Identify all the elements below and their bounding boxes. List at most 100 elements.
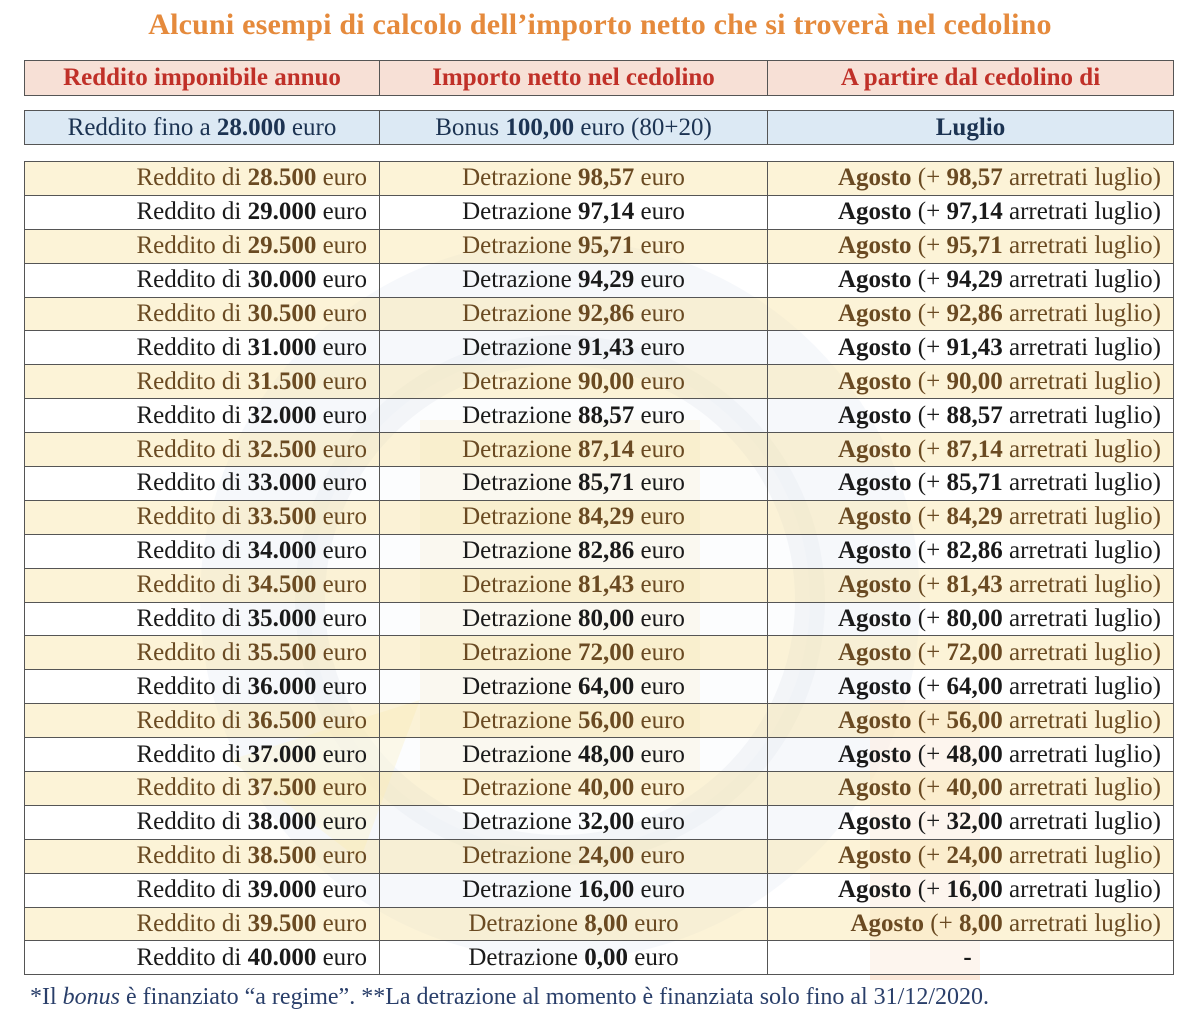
- table-row: Reddito di 33.000 euro Detrazione 85,71 e…: [24, 466, 1174, 501]
- income-cell: Reddito di 38.000 euro: [24, 804, 380, 840]
- payslip-month-cell: Agosto (+ 81,43 arretrati luglio): [767, 567, 1174, 603]
- bonus-month-cell: Luglio: [767, 110, 1174, 145]
- deduction-cell: Detrazione 32,00 euro: [379, 804, 768, 840]
- deduction-cell: Detrazione 64,00 euro: [379, 669, 768, 705]
- deduction-cell: Detrazione 56,00 euro: [379, 703, 768, 739]
- table-row: Reddito di 37.500 euro Detrazione 40,00 e…: [24, 771, 1174, 806]
- payslip-month-cell: Agosto (+ 32,00 arretrati luglio): [767, 804, 1174, 840]
- deduction-cell: Detrazione 24,00 euro: [379, 838, 768, 874]
- payslip-month-cell: Agosto (+ 56,00 arretrati luglio): [767, 703, 1174, 739]
- income-cell: Reddito di 30.000 euro: [24, 262, 380, 298]
- deduction-table: Reddito di 28.500 euro Detrazione 98,57 e…: [24, 161, 1174, 976]
- bonus-income-cell: Reddito fino a 28.000 euro: [24, 110, 380, 145]
- header-table: Reddito imponibile annuo Importo netto n…: [24, 60, 1174, 96]
- bonus-amount-cell: Bonus 100,00 euro (80+20): [379, 110, 768, 145]
- income-cell: Reddito di 38.500 euro: [24, 838, 380, 874]
- deduction-cell: Detrazione 40,00 euro: [379, 771, 768, 806]
- income-cell: Reddito di 32.000 euro: [24, 398, 380, 434]
- table-row: Reddito di 29.500 euro Detrazione 95,71 e…: [24, 228, 1174, 264]
- deduction-cell: Detrazione 85,71 euro: [379, 466, 768, 501]
- income-cell: Reddito di 37.500 euro: [24, 771, 380, 806]
- payslip-month-cell: Agosto (+ 92,86 arretrati luglio): [767, 296, 1174, 332]
- header-income: Reddito imponibile annuo: [24, 60, 380, 96]
- income-cell: Reddito di 29.500 euro: [24, 228, 380, 264]
- table-row: Reddito di 38.500 euro Detrazione 24,00 e…: [24, 838, 1174, 874]
- table-row: Reddito di 31.000 euro Detrazione 91,43 e…: [24, 330, 1174, 366]
- income-cell: Reddito di 31.500 euro: [24, 364, 380, 400]
- payslip-month-cell: -: [767, 940, 1174, 976]
- payslip-month-cell: Agosto (+ 8,00 arretrati luglio): [767, 906, 1174, 942]
- table-row: Reddito di 39.500 euro Detrazione 8,00 eu…: [24, 906, 1174, 942]
- payslip-month-cell: Agosto (+ 87,14 arretrati luglio): [767, 432, 1174, 468]
- page-title: Alcuni esempi di calcolo dell’importo ne…: [148, 8, 1052, 41]
- table-row: Reddito di 29.000 euro Detrazione 97,14 e…: [24, 194, 1174, 230]
- deduction-cell: Detrazione 95,71 euro: [379, 228, 768, 264]
- payslip-month-cell: Agosto (+ 98,57 arretrati luglio): [767, 161, 1174, 196]
- income-cell: Reddito di 35.500 euro: [24, 635, 380, 671]
- deduction-cell: Detrazione 84,29 euro: [379, 499, 768, 535]
- deduction-cell: Detrazione 97,14 euro: [379, 194, 768, 230]
- bonus-table: Reddito fino a 28.000 euro Bonus 100,00 …: [24, 110, 1174, 145]
- deduction-cell: Detrazione 8,00 euro: [379, 906, 768, 942]
- footnote: *Il bonus è finanziato “a regime”. **La …: [30, 984, 990, 1010]
- deduction-cell: Detrazione 16,00 euro: [379, 872, 768, 908]
- income-cell: Reddito di 33.000 euro: [24, 466, 380, 501]
- deduction-cell: Detrazione 82,86 euro: [379, 533, 768, 569]
- payslip-month-cell: Agosto (+ 80,00 arretrati luglio): [767, 601, 1174, 637]
- payslip-month-cell: Agosto (+ 85,71 arretrati luglio): [767, 466, 1174, 501]
- table-row: Reddito di 38.000 euro Detrazione 32,00 e…: [24, 804, 1174, 840]
- header-starting-payslip: A partire dal cedolino di: [767, 60, 1174, 96]
- bonus-row: Reddito fino a 28.000 euro Bonus 100,00 …: [24, 110, 1174, 145]
- payslip-month-cell: Agosto (+ 16,00 arretrati luglio): [767, 872, 1174, 908]
- deduction-cell: Detrazione 0,00 euro: [379, 940, 768, 976]
- table-row: Reddito di 32.500 euro Detrazione 87,14 e…: [24, 432, 1174, 468]
- payslip-month-cell: Agosto (+ 40,00 arretrati luglio): [767, 771, 1174, 806]
- payslip-month-cell: Agosto (+ 90,00 arretrati luglio): [767, 364, 1174, 400]
- table-row: Reddito di 37.000 euro Detrazione 48,00 e…: [24, 737, 1174, 773]
- table-row: Reddito di 28.500 euro Detrazione 98,57 e…: [24, 161, 1174, 196]
- deduction-cell: Detrazione 80,00 euro: [379, 601, 768, 637]
- income-cell: Reddito di 32.500 euro: [24, 432, 380, 468]
- table-row: Reddito di 34.000 euro Detrazione 82,86 e…: [24, 533, 1174, 569]
- payslip-month-cell: Agosto (+ 82,86 arretrati luglio): [767, 533, 1174, 569]
- payslip-month-cell: Agosto (+ 88,57 arretrati luglio): [767, 398, 1174, 434]
- payslip-month-cell: Agosto (+ 48,00 arretrati luglio): [767, 737, 1174, 773]
- deduction-table-body: Reddito di 28.500 euro Detrazione 98,57 e…: [24, 161, 1174, 976]
- payslip-month-cell: Agosto (+ 72,00 arretrati luglio): [767, 635, 1174, 671]
- deduction-cell: Detrazione 81,43 euro: [379, 567, 768, 603]
- payslip-month-cell: Agosto (+ 84,29 arretrati luglio): [767, 499, 1174, 535]
- income-cell: Reddito di 29.000 euro: [24, 194, 380, 230]
- table-row: Reddito di 32.000 euro Detrazione 88,57 e…: [24, 398, 1174, 434]
- table-row: Reddito di 36.500 euro Detrazione 56,00 e…: [24, 703, 1174, 739]
- deduction-cell: Detrazione 91,43 euro: [379, 330, 768, 366]
- payslip-month-cell: Agosto (+ 24,00 arretrati luglio): [767, 838, 1174, 874]
- payslip-month-cell: Agosto (+ 64,00 arretrati luglio): [767, 669, 1174, 705]
- payslip-month-cell: Agosto (+ 94,29 arretrati luglio): [767, 262, 1174, 298]
- table-row: Reddito di 33.500 euro Detrazione 84,29 e…: [24, 499, 1174, 535]
- table-row: Reddito di 30.000 euro Detrazione 94,29 e…: [24, 262, 1174, 298]
- header-net-amount: Importo netto nel cedolino: [379, 60, 768, 96]
- income-cell: Reddito di 35.000 euro: [24, 601, 380, 637]
- table-row: Reddito di 39.000 euro Detrazione 16,00 e…: [24, 872, 1174, 908]
- income-cell: Reddito di 34.500 euro: [24, 567, 380, 603]
- income-cell: Reddito di 36.000 euro: [24, 669, 380, 705]
- deduction-cell: Detrazione 72,00 euro: [379, 635, 768, 671]
- deduction-cell: Detrazione 90,00 euro: [379, 364, 768, 400]
- income-cell: Reddito di 36.500 euro: [24, 703, 380, 739]
- deduction-cell: Detrazione 87,14 euro: [379, 432, 768, 468]
- income-cell: Reddito di 34.000 euro: [24, 533, 380, 569]
- table-row: Reddito di 40.000 euro Detrazione 0,00 eu…: [24, 940, 1174, 976]
- income-cell: Reddito di 37.000 euro: [24, 737, 380, 773]
- table-row: Reddito di 35.500 euro Detrazione 72,00 e…: [24, 635, 1174, 671]
- payslip-month-cell: Agosto (+ 95,71 arretrati luglio): [767, 228, 1174, 264]
- table-row: Reddito di 35.000 euro Detrazione 80,00 e…: [24, 601, 1174, 637]
- deduction-cell: Detrazione 98,57 euro: [379, 161, 768, 196]
- deduction-cell: Detrazione 92,86 euro: [379, 296, 768, 332]
- table-row: Reddito di 30.500 euro Detrazione 92,86 e…: [24, 296, 1174, 332]
- income-cell: Reddito di 39.500 euro: [24, 906, 380, 942]
- deduction-cell: Detrazione 88,57 euro: [379, 398, 768, 434]
- table-row: Reddito di 31.500 euro Detrazione 90,00 e…: [24, 364, 1174, 400]
- income-cell: Reddito di 30.500 euro: [24, 296, 380, 332]
- header-row: Reddito imponibile annuo Importo netto n…: [24, 60, 1174, 96]
- table-row: Reddito di 36.000 euro Detrazione 64,00 e…: [24, 669, 1174, 705]
